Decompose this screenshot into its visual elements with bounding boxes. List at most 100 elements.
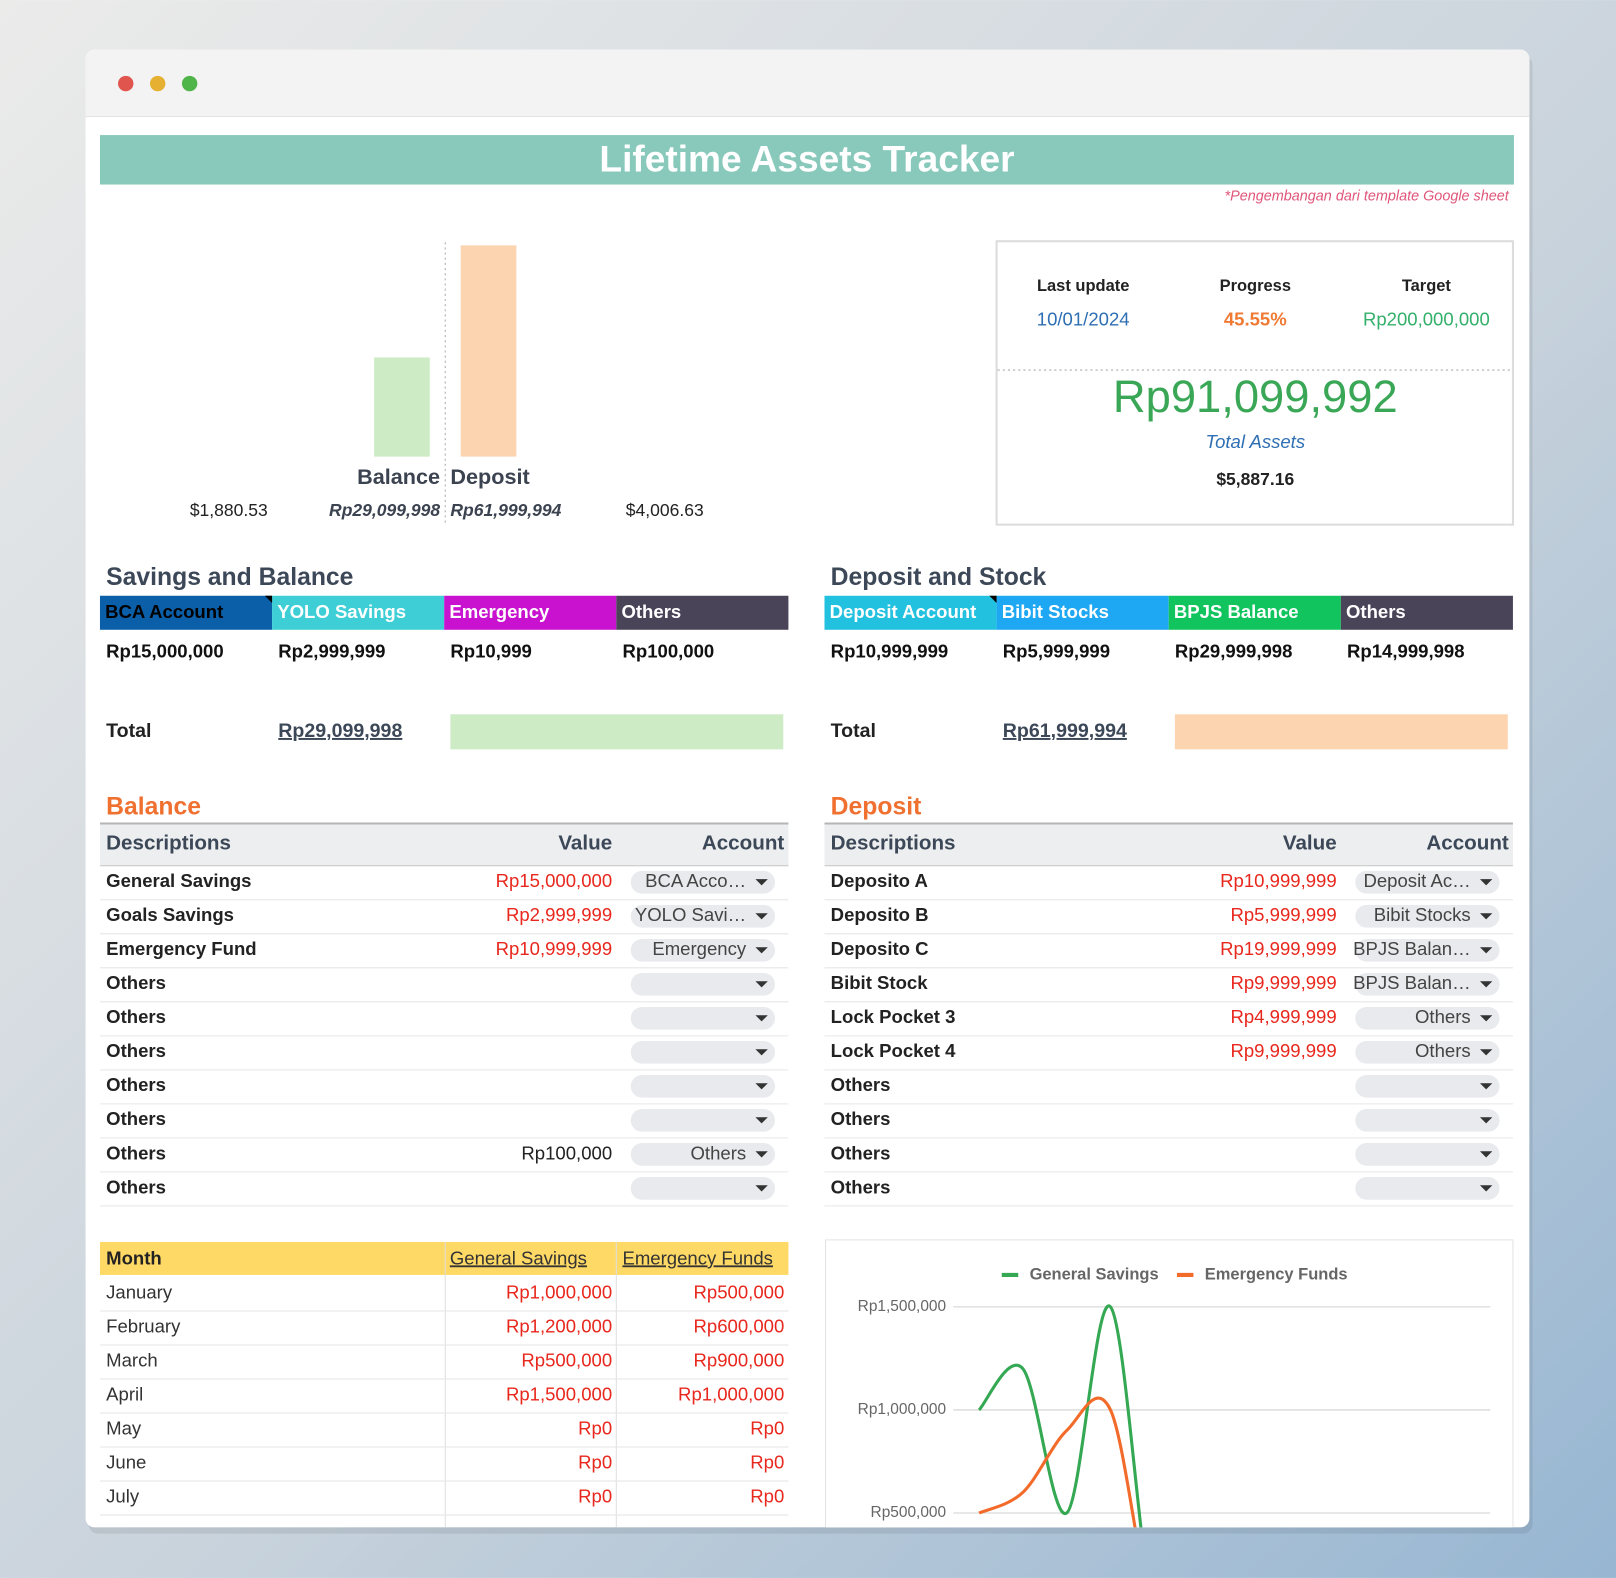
cell-value: Rp0 [750, 1451, 784, 1472]
account-dropdown[interactable] [630, 1074, 776, 1098]
category-label: Balance [357, 464, 440, 489]
account-dropdown[interactable] [630, 904, 776, 928]
row-description: Lock Pocket 4 [831, 1040, 956, 1061]
summary-label: Last update [1037, 277, 1129, 295]
comment-marker [989, 595, 997, 603]
column-header: Account [1426, 832, 1509, 855]
account-value: Rp10,999 [450, 640, 531, 661]
row-description: General Savings [106, 870, 251, 891]
close-button[interactable] [118, 75, 134, 92]
account-header [1340, 595, 1513, 630]
row-value: Rp4,999,999 [1230, 1006, 1336, 1027]
account-select: Others [1415, 1006, 1471, 1027]
account-header [1168, 595, 1341, 630]
summary-value: 45.55% [1224, 308, 1287, 329]
row-description: Emergency Fund [106, 938, 256, 959]
section-title: Savings and Balance [106, 564, 353, 591]
row-description: Others [831, 1074, 891, 1095]
series-line [977, 1304, 1242, 1528]
minimize-button[interactable] [149, 75, 166, 92]
account-dropdown[interactable] [630, 1177, 776, 1200]
account-value: Rp15,000,000 [106, 640, 224, 661]
row-description: Deposito A [831, 870, 928, 891]
account-select: BPJS Balan… [1353, 938, 1471, 959]
row-value: Rp19,999,999 [1220, 938, 1337, 959]
maximize-button[interactable] [181, 75, 198, 92]
row-value: Rp9,999,999 [1230, 1040, 1336, 1061]
account-dropdown[interactable] [1355, 904, 1500, 928]
cell-value: Rp500,000 [694, 1281, 785, 1302]
column-header: Month [106, 1247, 162, 1268]
cell-value: Rp1,000,000 [506, 1281, 612, 1302]
dropdown-arrow [1479, 879, 1493, 886]
account-dropdown[interactable] [630, 972, 776, 996]
column-header: Descriptions [106, 832, 231, 855]
month: February [106, 1315, 181, 1336]
table-header [99, 824, 789, 866]
total-usd: $5,887.16 [1216, 469, 1294, 489]
dropdown-arrow [1479, 1015, 1493, 1022]
account-header [824, 595, 997, 630]
account-dropdown[interactable] [630, 1143, 776, 1166]
account-dropdown[interactable] [1355, 1143, 1500, 1166]
y-tick-label: Rp1,500,000 [858, 1298, 946, 1315]
dropdown-arrow [1479, 1151, 1493, 1158]
section-title: Deposit [831, 794, 922, 821]
value-label: Rp61,999,994 [450, 500, 561, 520]
row-value: Rp5,999,999 [1230, 904, 1336, 925]
account-dropdown[interactable] [1355, 1177, 1500, 1200]
column-header: General Savings [450, 1247, 587, 1268]
dropdown-arrow [1479, 1049, 1493, 1056]
account-dropdown[interactable] [1355, 1040, 1500, 1064]
row-description: Bibit Stock [831, 972, 929, 993]
total-assets-label: Total Assets [1205, 431, 1305, 452]
summary-label: Target [1402, 277, 1452, 295]
section-title: Balance [106, 794, 201, 821]
dropdown-arrow [1479, 913, 1493, 920]
row-description: Lock Pocket 3 [831, 1006, 956, 1027]
dropdown-arrow [755, 1015, 768, 1022]
row-description: Deposito C [831, 938, 929, 959]
note: *Pengembangan dari template Google sheet [1224, 189, 1509, 205]
account-dropdown[interactable] [1355, 972, 1500, 996]
account-value: Rp100,000 [622, 640, 714, 661]
category-label: Deposit [450, 464, 529, 489]
row-description: Deposito B [831, 904, 929, 925]
account-name: Others [1346, 601, 1406, 622]
column-header: Value [1283, 832, 1337, 855]
account-header [444, 595, 617, 630]
chart-card [825, 1239, 1514, 1528]
row-description: Others [106, 1142, 166, 1163]
account-name: Deposit Account [830, 601, 977, 622]
account-dropdown[interactable] [1355, 870, 1500, 894]
summary-value: Rp200,000,000 [1363, 308, 1490, 329]
account-dropdown[interactable] [1355, 1109, 1500, 1132]
account-dropdown[interactable] [630, 1109, 776, 1132]
dropdown-arrow [755, 1117, 768, 1124]
account-dropdown[interactable] [630, 938, 776, 962]
account-dropdown[interactable] [1355, 1006, 1500, 1030]
value-label: Rp29,099,998 [329, 500, 440, 520]
account-header [996, 595, 1169, 630]
account-select: Others [1415, 1040, 1471, 1061]
account-dropdown[interactable] [1355, 1074, 1500, 1098]
account-dropdown[interactable] [630, 1040, 776, 1064]
account-dropdown[interactable] [1355, 938, 1500, 962]
account-name: BCA Account [105, 601, 223, 622]
row-value: Rp15,000,000 [496, 870, 613, 891]
account-value: Rp2,999,999 [278, 640, 385, 661]
column-header: Account [702, 832, 785, 855]
account-header [272, 595, 445, 630]
account-dropdown[interactable] [630, 1006, 776, 1030]
row-description: Others [831, 1176, 891, 1197]
cell-value: Rp1,000,000 [678, 1383, 784, 1404]
title-bar [85, 49, 1530, 117]
row-description: Others [106, 1006, 166, 1027]
account-dropdown[interactable] [630, 870, 776, 894]
total-assets: Rp91,099,992 [1113, 371, 1398, 422]
account-name: Others [621, 601, 681, 622]
row-description: Goals Savings [106, 904, 234, 925]
month: March [106, 1349, 158, 1370]
series-line [978, 1396, 1242, 1528]
row-description: Others [106, 1176, 166, 1197]
